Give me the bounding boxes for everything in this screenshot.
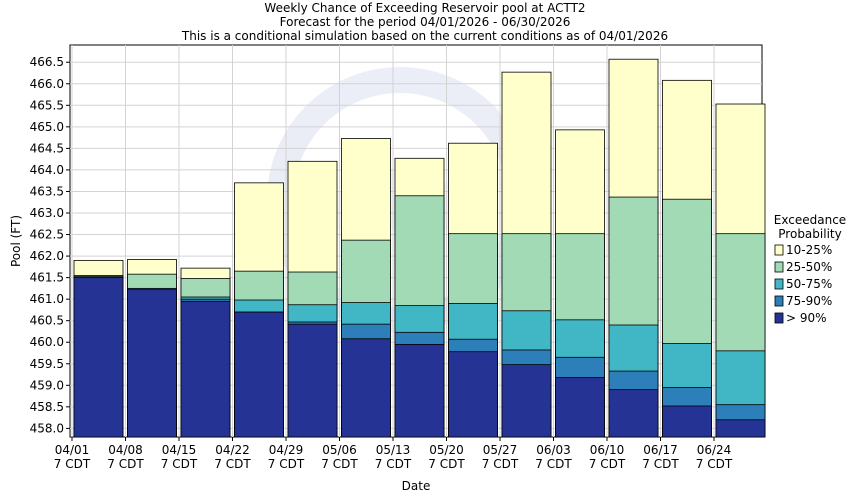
legend-label: 25-50% — [786, 260, 832, 274]
y-tick-label: 464.5 — [30, 141, 64, 155]
bar-90 — [287, 323, 338, 438]
x-tick-label: 7 CDT — [589, 457, 626, 471]
y-tick-label: 461.5 — [30, 271, 64, 285]
legend-items: 10-25% 25-50% 50-75% 75-90% > 90% — [774, 243, 832, 325]
bar-90 — [501, 364, 552, 438]
y-tick-label: 459.0 — [30, 378, 64, 392]
bar-90 — [127, 289, 177, 438]
x-tick-label: 04/15 — [162, 443, 197, 457]
legend-label: > 90% — [786, 311, 827, 325]
x-tick-label: 7 CDT — [696, 457, 733, 471]
legend-label: 75-90% — [786, 294, 832, 308]
x-tick-label: 7 CDT — [642, 457, 679, 471]
x-tick-label: 06/24 — [697, 443, 732, 457]
x-tick-label: 04/01 — [55, 443, 90, 457]
x-tick-label: 7 CDT — [482, 457, 519, 471]
x-tick-label: 06/17 — [643, 443, 678, 457]
x-tick-label: 7 CDT — [161, 457, 198, 471]
x-axis-label: Date — [402, 479, 431, 493]
x-tick-label: 06/03 — [536, 443, 571, 457]
x-tick-label: 05/06 — [322, 443, 357, 457]
y-tick-label: 465.0 — [30, 120, 64, 134]
y-axis-label: Pool (FT) — [9, 215, 23, 267]
legend-swatch — [774, 244, 784, 256]
x-tick-label: 7 CDT — [268, 457, 305, 471]
x-tick-label: 7 CDT — [375, 457, 412, 471]
bar-90 — [341, 338, 391, 438]
chart-title-line-3: This is a conditional simulation based o… — [181, 29, 668, 43]
bar-90 — [715, 419, 766, 438]
bar-90 — [73, 277, 124, 438]
y-tick-label: 458.5 — [30, 400, 64, 414]
bar-90 — [555, 377, 605, 438]
chart-title-line-1: Weekly Chance of Exceeding Reservoir poo… — [264, 1, 585, 15]
bar-90 — [180, 300, 231, 438]
legend-title-line-2: Probability — [778, 227, 841, 241]
legend-swatch — [774, 295, 784, 307]
y-axis-ticks: 458.0 458.5 459.0 459.5 460.0 460.5 461.0 461.5… — [30, 55, 70, 435]
bars-group — [73, 58, 766, 438]
x-tick-label: 05/27 — [483, 443, 518, 457]
x-tick-label: 04/29 — [269, 443, 304, 457]
x-tick-label: 04/08 — [108, 443, 143, 457]
y-tick-label: 465.5 — [30, 98, 64, 112]
legend-swatch — [774, 261, 784, 273]
x-tick-label: 06/10 — [590, 443, 625, 457]
y-tick-label: 463.5 — [30, 184, 64, 198]
bar-90 — [608, 389, 659, 438]
y-tick-label: 460.0 — [30, 335, 64, 349]
chart-title-line-2: Forecast for the period 04/01/2026 - 06/… — [280, 15, 571, 29]
legend-label: 10-25% — [786, 243, 832, 257]
x-tick-label: 7 CDT — [428, 457, 465, 471]
x-tick-label: 7 CDT — [54, 457, 91, 471]
y-tick-label: 462.5 — [30, 228, 64, 242]
legend-swatch — [774, 278, 784, 290]
bar-90 — [234, 311, 284, 438]
legend: Exceedance Probability 10-25% 25-50% 50-75… — [774, 213, 846, 325]
y-tick-label: 460.5 — [30, 314, 64, 328]
x-tick-label: 7 CDT — [214, 457, 251, 471]
y-tick-label: 461.0 — [30, 292, 64, 306]
x-tick-label: 7 CDT — [321, 457, 358, 471]
y-tick-label: 463.0 — [30, 206, 64, 220]
x-tick-label: 7 CDT — [107, 457, 144, 471]
bar-90 — [662, 405, 712, 438]
chart-title: Weekly Chance of Exceeding Reservoir poo… — [181, 1, 668, 43]
y-tick-label: 464.0 — [30, 163, 64, 177]
bar-90 — [394, 343, 445, 438]
y-tick-label: 462.0 — [30, 249, 64, 263]
bar-90 — [448, 351, 498, 438]
y-tick-label: 458.0 — [30, 421, 64, 435]
legend-title-line-1: Exceedance — [774, 213, 846, 227]
x-tick-label: 05/13 — [376, 443, 411, 457]
x-tick-label: 7 CDT — [535, 457, 572, 471]
y-tick-label: 466.0 — [30, 77, 64, 91]
x-tick-label: 04/22 — [215, 443, 250, 457]
x-tick-label: 05/20 — [429, 443, 464, 457]
legend-label: 50-75% — [786, 277, 832, 291]
y-tick-label: 466.5 — [30, 55, 64, 69]
legend-swatch — [774, 312, 784, 324]
y-tick-label: 459.5 — [30, 357, 64, 371]
